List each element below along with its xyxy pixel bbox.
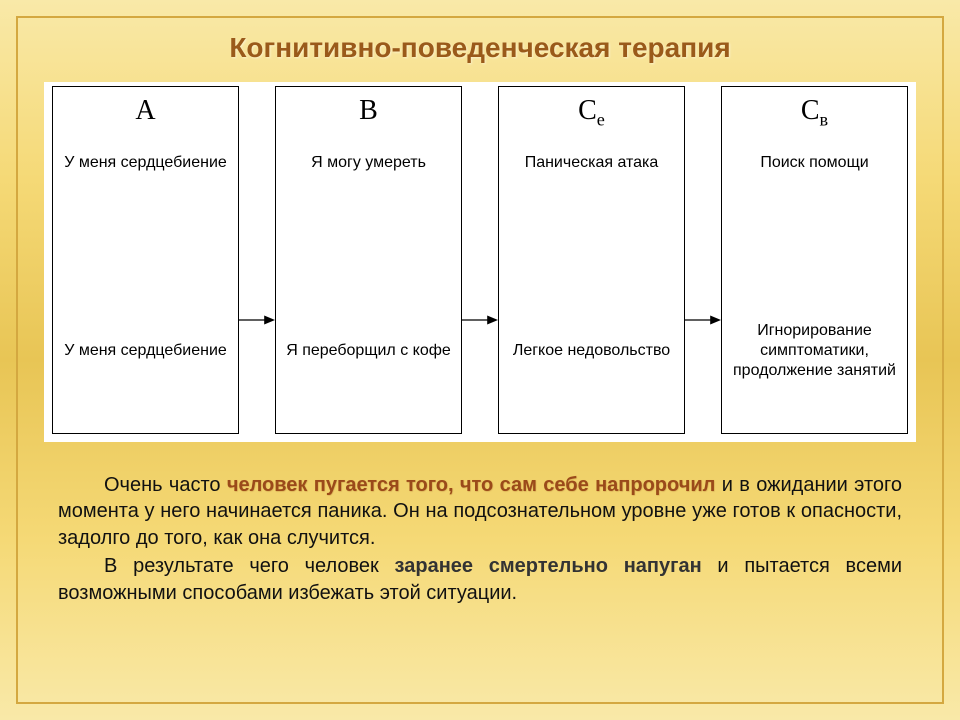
- para-1: Очень часто человек пугается того, что с…: [58, 472, 902, 551]
- box-label-a-main: A: [135, 95, 155, 126]
- arrow-2: [462, 86, 498, 434]
- box-label-a: A: [135, 95, 155, 131]
- box-cv-top-text: Поиск помощи: [760, 153, 868, 173]
- para-2: В результате чего человек заранее смерте…: [58, 553, 902, 606]
- box-a-bottom-text: У меня сердцебиение: [64, 341, 227, 361]
- abc-flowchart: A У меня сердцебиение У меня сердцебиени…: [44, 82, 916, 442]
- flow-box-a: A У меня сердцебиение У меня сердцебиени…: [52, 86, 239, 434]
- flow-box-ce: Ce Паническая атака Легкое недовольство: [498, 86, 685, 434]
- box-b-bottom-text: Я переборщил с кофе: [286, 341, 451, 361]
- p1-emph: человек пугается того, что сам себе напр…: [227, 474, 715, 496]
- flow-box-cv: Cв Поиск помощи Игнорирование симптомати…: [721, 86, 908, 434]
- box-b-top-text: Я могу умереть: [311, 153, 426, 173]
- p2-emph: заранее смертельно напуган: [395, 555, 702, 577]
- arrow-1: [239, 86, 275, 434]
- arrow-right-icon: [685, 312, 721, 328]
- slide-frame: Когнитивно-поведенческая терапия A У мен…: [16, 16, 944, 704]
- box-ce-bottom-text: Легкое недовольство: [513, 341, 670, 361]
- box-label-cv-main: C: [801, 95, 820, 126]
- box-cv-bottom-text: Игнорирование симптоматики, продолжение …: [728, 321, 901, 381]
- box-a-top-text: У меня сердцебиение: [64, 153, 227, 173]
- box-label-ce-sub: e: [597, 110, 605, 130]
- p2-plain-a: В результате чего человек: [104, 555, 395, 577]
- slide-title: Когнитивно-поведенческая терапия: [44, 32, 916, 64]
- box-ce-top-text: Паническая атака: [525, 153, 659, 173]
- flow-box-b: B Я могу умереть Я переборщил с кофе: [275, 86, 462, 434]
- arrow-right-icon: [462, 312, 498, 328]
- arrow-3: [685, 86, 721, 434]
- arrow-right-icon: [239, 312, 275, 328]
- box-label-cv: Cв: [801, 95, 828, 131]
- p1-plain-a: Очень часто: [104, 474, 227, 496]
- box-label-ce-main: C: [578, 95, 597, 126]
- box-label-b-main: B: [359, 95, 378, 126]
- description-paragraph: Очень часто человек пугается того, что с…: [44, 472, 916, 606]
- box-label-ce: Ce: [578, 95, 605, 131]
- box-label-b: B: [359, 95, 378, 131]
- box-label-cv-sub: в: [820, 110, 829, 130]
